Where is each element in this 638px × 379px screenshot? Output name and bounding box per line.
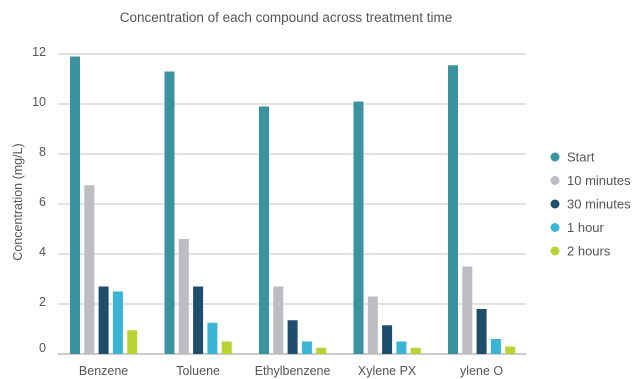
bar-2-hours <box>127 330 138 354</box>
y-tick-label: 10 <box>32 95 46 109</box>
bar-30-minutes <box>193 286 204 354</box>
bar-1-hour <box>112 291 123 354</box>
bar-start <box>259 106 269 354</box>
bar-10-minutes <box>178 239 189 354</box>
bar-start <box>448 65 458 354</box>
bar-2-hours <box>410 347 421 354</box>
y-tick-label: 0 <box>39 341 46 355</box>
x-tick-label: Ethylbenzene <box>255 364 331 378</box>
bar-30-minutes <box>98 286 109 354</box>
bar-30-minutes <box>476 309 487 354</box>
y-tick-label: 2 <box>39 295 46 309</box>
bar-2-hours <box>505 346 516 354</box>
bar-2-hours <box>316 347 327 354</box>
legend-label: 1 hour <box>567 220 605 235</box>
x-tick-label: ylene O <box>460 364 503 378</box>
legend-marker <box>550 199 560 209</box>
legend-label: Start <box>567 150 595 165</box>
bar-1-hour <box>490 339 501 354</box>
legend: Start 10 minutes 30 minutes 1 hour 2 hours <box>550 150 631 259</box>
legend-marker <box>550 223 560 232</box>
y-tick-label: 4 <box>39 245 46 259</box>
y-tick-label: 12 <box>32 45 46 59</box>
bar-start <box>164 71 175 354</box>
x-tick-labels: Benzene Toluene Ethylbenzene Xylene PX ylene… <box>79 364 503 378</box>
legend-marker <box>550 246 560 256</box>
bar-30-minutes <box>382 325 393 354</box>
bar-1-hour <box>301 341 312 354</box>
bar-10-minutes <box>273 286 284 354</box>
bar-1-hour <box>207 322 218 354</box>
bar-start <box>353 101 364 354</box>
bar-30-minutes <box>287 320 298 354</box>
bar-2-hours <box>221 341 232 354</box>
y-tick-label: 8 <box>39 145 46 159</box>
legend-label: 2 hours <box>567 244 611 259</box>
bar-1-hour <box>396 341 407 354</box>
legend-label: 10 minutes <box>567 173 631 188</box>
bar-10-minutes <box>462 266 473 354</box>
legend-label: 30 minutes <box>567 197 631 212</box>
x-tick-label: Toluene <box>176 364 220 378</box>
bar-start <box>70 56 80 354</box>
chart-title: Concentration of each compound across tr… <box>120 10 452 25</box>
bars <box>70 56 516 354</box>
y-tick-labels: 0 2 4 6 8 10 12 <box>32 45 46 355</box>
bar-10-minutes <box>84 185 95 354</box>
legend-marker <box>550 176 560 185</box>
x-tick-label: Benzene <box>79 364 128 378</box>
legend-marker <box>550 152 560 162</box>
y-axis-title: Concentration (mg/L) <box>11 143 25 260</box>
y-tick-label: 6 <box>39 195 46 209</box>
x-tick-label: Xylene PX <box>358 364 417 378</box>
bar-10-minutes <box>367 296 378 354</box>
